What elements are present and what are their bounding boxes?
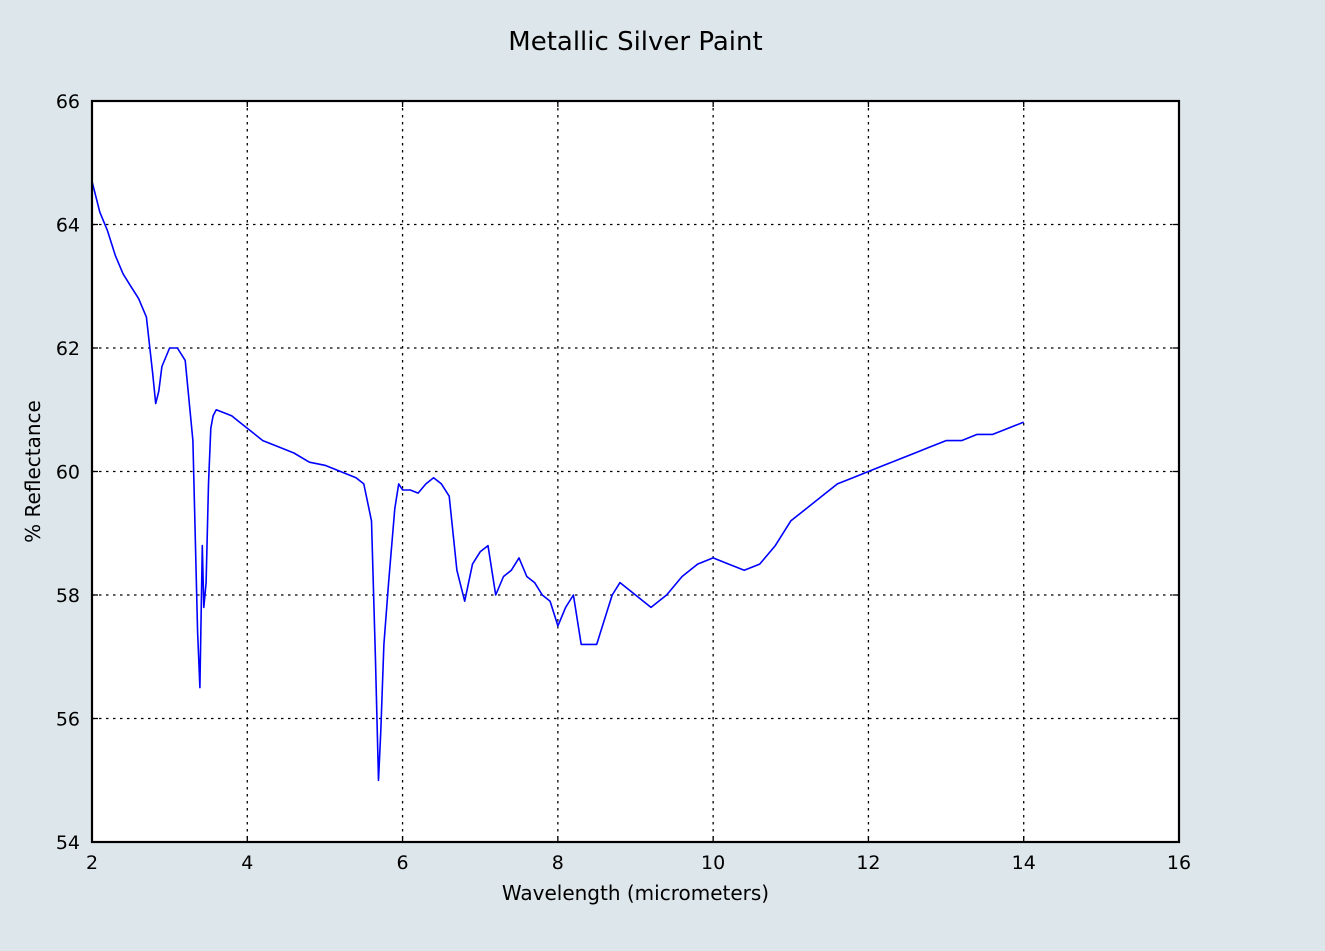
y-axis-label: % Reflectance [21, 400, 45, 543]
y-tick-label: 56 [56, 709, 80, 731]
y-tick-label: 62 [56, 338, 80, 360]
chart-title: Metallic Silver Paint [508, 27, 762, 57]
series-line [91, 181, 1024, 782]
y-tick-label: 54 [56, 832, 80, 854]
grid [92, 101, 1179, 842]
series-layer [91, 181, 1024, 782]
x-tick-label: 14 [1012, 852, 1036, 874]
y-tick-label: 58 [56, 585, 80, 607]
x-tick-label: 6 [397, 852, 409, 874]
x-tick-label: 2 [86, 852, 98, 874]
x-tick-label: 16 [1167, 852, 1191, 874]
plot-area [92, 101, 1179, 842]
x-tick-label: 8 [552, 852, 564, 874]
ticks: 2 4 6 8 10 12 14 16 54 56 58 60 62 64 66 [56, 91, 1191, 874]
y-tick-label: 66 [56, 91, 80, 113]
x-tick-label: 12 [856, 852, 880, 874]
y-tick-label: 60 [56, 462, 80, 484]
y-tick-label: 64 [56, 215, 80, 237]
x-tick-label: 10 [701, 852, 725, 874]
x-axis-label: Wavelength (micrometers) [502, 881, 769, 905]
x-tick-label: 4 [241, 852, 253, 874]
